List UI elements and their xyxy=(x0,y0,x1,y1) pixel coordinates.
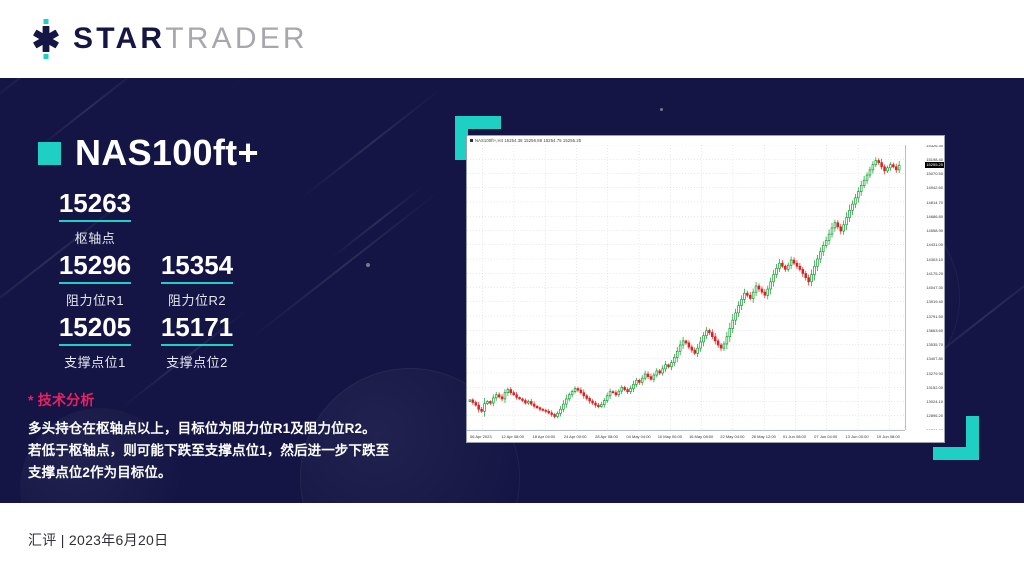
level-support-2: 15171 支撑点位2 xyxy=(122,313,272,371)
price-tick: 14047.30 xyxy=(926,285,943,290)
level-value: 15263 xyxy=(58,189,132,223)
page-footer: 汇评 | 2023年6月20日 xyxy=(0,503,1024,576)
price-tick: 13407.80 xyxy=(926,356,943,362)
price-tick: 14558.90 xyxy=(926,228,943,233)
time-tick: 10 May 00:00 xyxy=(657,434,682,439)
level-label: 枢轴点 xyxy=(74,231,116,247)
corner-bracket-bottom-right xyxy=(933,416,979,460)
price-tick: 14814.70 xyxy=(926,199,943,205)
level-value: 15354 xyxy=(160,251,234,285)
instrument-title: NAS100ft+ xyxy=(38,132,259,174)
price-tick: 13279.90 xyxy=(926,370,943,376)
brand-logo: STAR TRADER xyxy=(28,19,308,59)
price-tick: 14303.10 xyxy=(926,256,943,262)
price-tick: 15198.40 xyxy=(926,156,943,162)
time-tick: 18 Apr 04:00 xyxy=(532,434,556,439)
candlestick-plot[interactable] xyxy=(467,145,905,430)
level-pivot-point: 15263 枢轴点 xyxy=(20,189,170,247)
price-axis[interactable]: 15326.30 15198.40 15070.50 14942.60 14814.70… xyxy=(905,145,944,430)
footer-caption: 汇评 | 2023年6月20日 xyxy=(28,531,169,548)
square-marker-icon xyxy=(38,141,61,165)
level-resistance-1: 15296 阻力位R1 xyxy=(20,251,170,309)
time-tick: 01 Jun 08:00 xyxy=(782,434,806,439)
price-tick: 12896.20 xyxy=(926,413,943,419)
level-value: 15205 xyxy=(58,313,132,347)
price-tick: 14431.00 xyxy=(926,242,943,248)
price-tick: 13663.60 xyxy=(926,327,943,333)
price-tick: 15326.30 xyxy=(926,145,943,148)
analysis-heading: * 技术分析 xyxy=(28,392,95,408)
asterisk-star-icon xyxy=(28,19,64,59)
price-tick: 13152.00 xyxy=(926,384,943,390)
current-price-label: 15255.25 xyxy=(925,162,944,169)
time-tick: 06 Apr 2023 xyxy=(470,434,492,439)
time-tick: 28 Apr 08:00 xyxy=(595,434,618,439)
terminal-title-bar: NAS100ft+,H4 15254.38 15256.88 15254.75 … xyxy=(467,136,944,145)
level-label: 阻力位R2 xyxy=(167,293,227,309)
level-value: 15296 xyxy=(58,251,132,285)
time-tick: 22 May 04:00 xyxy=(720,434,745,439)
technical-analysis: * 技术分析 多头持仓在枢轴点以上，目标位为阻力位R1及阻力位R2。 若低于枢轴… xyxy=(28,390,418,484)
level-value: 15171 xyxy=(160,313,234,347)
trading-terminal-window[interactable]: NAS100ft+,H4 15254.38 15256.88 15254.75 … xyxy=(466,135,945,443)
corner-bracket-top-left xyxy=(455,116,501,160)
brand-name-light: TRADER xyxy=(165,22,308,55)
time-tick: 26 May 12:00 xyxy=(751,434,776,439)
level-resistance-2: 15354 阻力位R2 xyxy=(122,251,272,309)
mt4-window-icon xyxy=(470,139,473,143)
page-header: STAR TRADER xyxy=(0,0,1024,78)
time-tick: 24 Apr 00:00 xyxy=(563,434,587,439)
price-tick: 15070.50 xyxy=(926,171,943,176)
analysis-line-2: 若低于枢轴点，则可能下跌至支撑点位1，然后进一步下跌至 xyxy=(28,442,390,458)
price-tick: 14686.80 xyxy=(926,213,943,219)
instrument-symbol: NAS100ft+ xyxy=(75,132,259,173)
time-tick: 16 May 08:00 xyxy=(689,434,714,439)
price-tick: 13791.50 xyxy=(926,313,943,319)
price-tick: 14942.60 xyxy=(926,185,943,191)
price-tick: 13535.70 xyxy=(926,342,943,347)
time-axis[interactable]: 06 Apr 2023 12 Apr 08:00 18 Apr 04:00 24 Ap… xyxy=(467,430,905,442)
info-panel: NAS100ft+ 15263 枢轴点 15296 阻力位R1 15354 阻力… xyxy=(0,78,440,503)
time-tick: 13 Jun 00:00 xyxy=(845,434,869,439)
level-support-1: 15205 支撑点位1 xyxy=(20,313,170,371)
price-tick: 13024.10 xyxy=(926,399,943,404)
level-label: 阻力位R1 xyxy=(65,293,125,309)
candlestick-svg xyxy=(467,145,905,430)
level-label: 支撑点位1 xyxy=(64,355,126,371)
price-tick: 12768.30 xyxy=(926,427,943,431)
analysis-line-3: 支撑点位2作为目标位。 xyxy=(28,464,172,480)
brand-name-bold: STAR xyxy=(73,22,166,55)
content-area: NAS100ft+ 15263 枢轴点 15296 阻力位R1 15354 阻力… xyxy=(0,78,1024,503)
terminal-title-text: NAS100ft+,H4 15254.38 15256.88 15254.75 … xyxy=(475,138,582,143)
time-tick: 19 Jun 08:00 xyxy=(876,434,900,439)
time-tick: 07 Jun 04:00 xyxy=(814,434,838,439)
chart-region: NAS100ft+,H4 15254.38 15256.88 15254.75 … xyxy=(455,116,995,461)
price-tick: 13919.40 xyxy=(926,299,943,305)
time-tick: 12 Apr 08:00 xyxy=(501,434,524,439)
analysis-line-1: 多头持仓在枢轴点以上，目标位为阻力位R1及阻力位R2。 xyxy=(28,421,376,436)
price-tick: 14175.20 xyxy=(926,270,943,276)
time-tick: 04 May 04:00 xyxy=(626,434,651,439)
level-label: 支撑点位2 xyxy=(166,355,228,371)
